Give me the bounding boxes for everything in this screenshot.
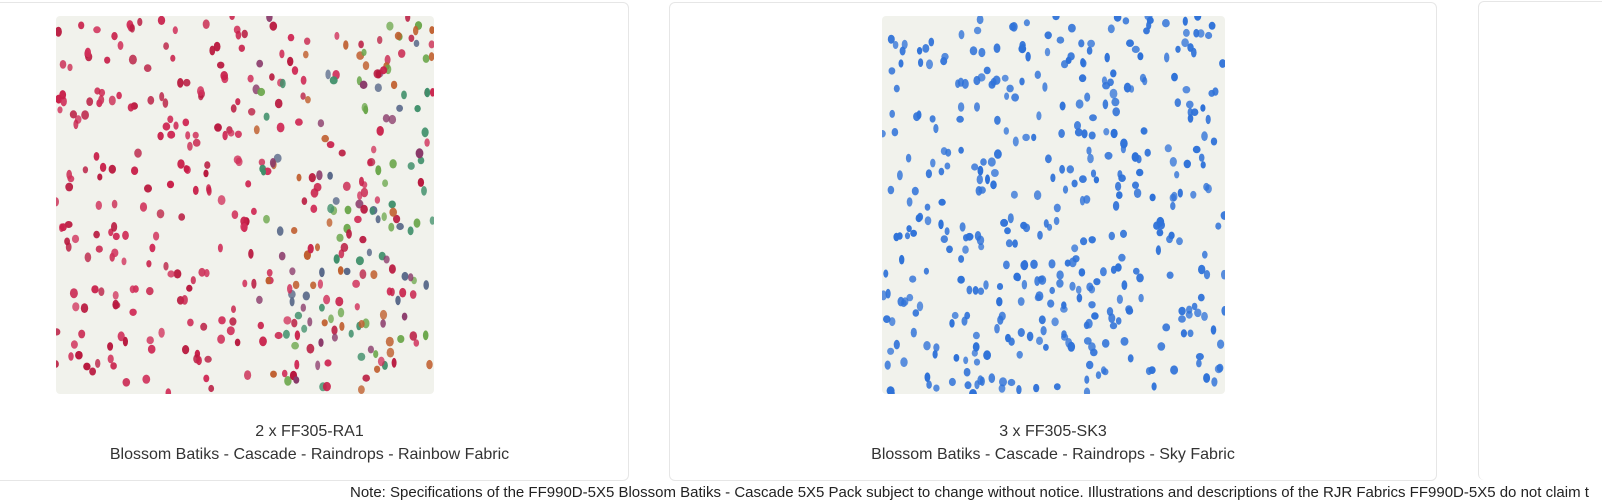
product-card-partial: [1478, 1, 1602, 480]
product-quantity-sku: 2 x FF305-RA1: [255, 423, 364, 440]
specifications-note: Note: Specifications of the FF990D-5X5 B…: [350, 484, 1589, 501]
product-name[interactable]: Blossom Batiks - Cascade - Raindrops - S…: [871, 446, 1235, 463]
product-name[interactable]: Blossom Batiks - Cascade - Raindrops - R…: [109, 446, 510, 463]
product-quantity-sku: 3 x FF305-SK3: [999, 423, 1107, 440]
product-card-rainbow[interactable]: 2 x FF305-RA1 Blossom Batiks - Cascade -…: [0, 2, 629, 481]
fabric-image-rainbow[interactable]: [56, 16, 434, 394]
product-card-sky[interactable]: 3 x FF305-SK3 Blossom Batiks - Cascade -…: [669, 2, 1437, 481]
fabric-image-sky[interactable]: [882, 16, 1225, 394]
